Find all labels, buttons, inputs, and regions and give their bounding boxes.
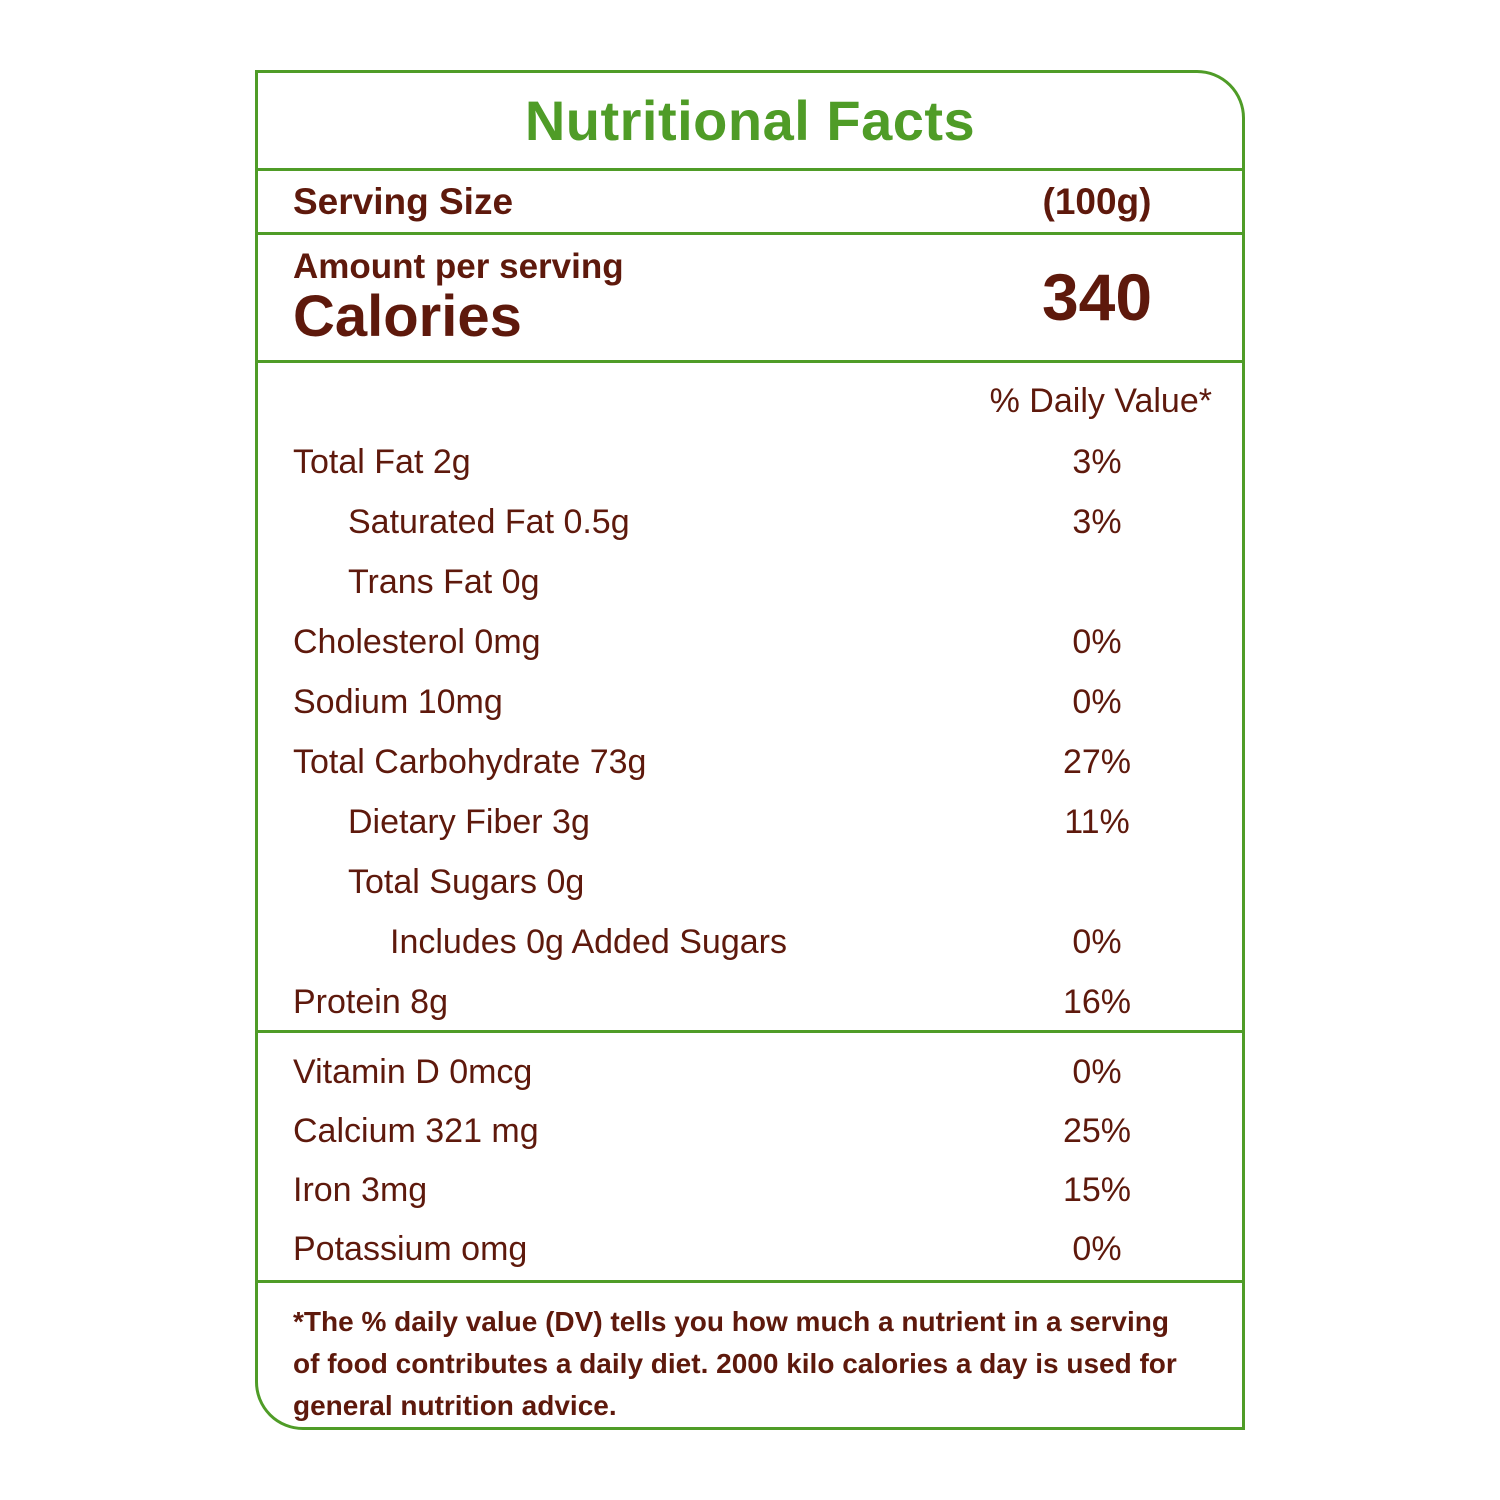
amount-per-serving-label: Amount per serving <box>293 246 624 286</box>
nutrient-row-saturated-fat: Saturated Fat 0.5g 3% <box>293 493 1212 553</box>
vitamin-row-vitamin-d: Vitamin D 0mcg 0% <box>293 1043 1212 1102</box>
calories-section: Amount per serving Calories 340 <box>258 235 1242 363</box>
nutrients-section: % Daily Value* Total Fat 2g 3% Saturated… <box>258 363 1242 1033</box>
nutrient-row-total-sugars: Total Sugars 0g <box>293 853 1212 913</box>
nutrient-name: Total Carbohydrate 73g <box>293 743 647 782</box>
vitamins-section: Vitamin D 0mcg 0% Calcium 321 mg 25% Iro… <box>258 1033 1242 1283</box>
nutrient-row-total-carbohydrate: Total Carbohydrate 73g 27% <box>293 733 1212 793</box>
title-section: Nutritional Facts <box>258 73 1242 172</box>
vitamin-name: Calcium 321 mg <box>293 1111 539 1150</box>
serving-size-label: Serving Size <box>293 180 514 222</box>
nutrient-row-protein: Protein 8g 16% <box>293 973 1212 1033</box>
nutrient-row-total-fat: Total Fat 2g 3% <box>293 433 1212 493</box>
vitamin-name: Iron 3mg <box>293 1170 428 1209</box>
nutrient-dv: 11% <box>1064 803 1130 842</box>
calories-value: 340 <box>1041 260 1153 335</box>
serving-size-value: (100g) <box>1042 180 1152 222</box>
vitamin-name: Vitamin D 0mcg <box>293 1052 533 1091</box>
nutrient-row-added-sugars: Includes 0g Added Sugars 0% <box>293 913 1212 973</box>
nutrient-name: Dietary Fiber 3g <box>348 803 590 842</box>
nutrient-dv: 3% <box>1072 503 1122 542</box>
nutrient-dv: 0% <box>1072 923 1122 962</box>
daily-value-header-row: % Daily Value* <box>293 371 1212 433</box>
nutrition-facts-label: Nutritional Facts Serving Size (100g) Am… <box>255 70 1245 1430</box>
nutrient-row-trans-fat: Trans Fat 0g <box>293 553 1212 613</box>
nutrient-dv: 0% <box>1072 683 1122 722</box>
vitamin-dv: 15% <box>1062 1170 1132 1209</box>
nutrient-dv: 3% <box>1072 443 1122 482</box>
vitamin-dv: 0% <box>1072 1052 1122 1091</box>
serving-size-section: Serving Size (100g) <box>258 171 1242 235</box>
footnote-section: *The % daily value (DV) tells you how mu… <box>258 1283 1242 1427</box>
nutrient-name: Cholesterol 0mg <box>293 623 541 662</box>
calories-label: Calories <box>293 283 522 349</box>
nutrient-name: Saturated Fat 0.5g <box>348 503 630 542</box>
label-title: Nutritional Facts <box>524 89 976 153</box>
nutrient-name: Total Fat 2g <box>293 443 471 482</box>
nutrient-row-dietary-fiber: Dietary Fiber 3g 11% <box>293 793 1212 853</box>
nutrient-dv: 0% <box>1072 623 1122 662</box>
nutrient-name: Protein 8g <box>293 983 448 1022</box>
nutrient-row-sodium: Sodium 10mg 0% <box>293 673 1212 733</box>
nutrient-name: Total Sugars 0g <box>348 863 585 902</box>
nutrient-name: Includes 0g Added Sugars <box>390 923 787 962</box>
nutrient-name: Sodium 10mg <box>293 683 503 722</box>
footnote-text: *The % daily value (DV) tells you how mu… <box>293 1306 1177 1421</box>
nutrient-dv: 16% <box>1062 983 1132 1022</box>
nutrient-dv: 27% <box>1062 743 1132 782</box>
vitamin-row-calcium: Calcium 321 mg 25% <box>293 1102 1212 1161</box>
nutrient-name: Trans Fat 0g <box>348 563 540 602</box>
daily-value-header: % Daily Value* <box>989 382 1212 421</box>
vitamin-dv: 0% <box>1072 1229 1122 1268</box>
vitamin-row-potassium: Potassium omg 0% <box>293 1220 1212 1279</box>
vitamin-dv: 25% <box>1062 1111 1132 1150</box>
vitamin-name: Potassium omg <box>293 1229 528 1268</box>
calories-labels: Amount per serving Calories <box>293 247 624 348</box>
nutrient-row-cholesterol: Cholesterol 0mg 0% <box>293 613 1212 673</box>
vitamin-row-iron: Iron 3mg 15% <box>293 1161 1212 1220</box>
